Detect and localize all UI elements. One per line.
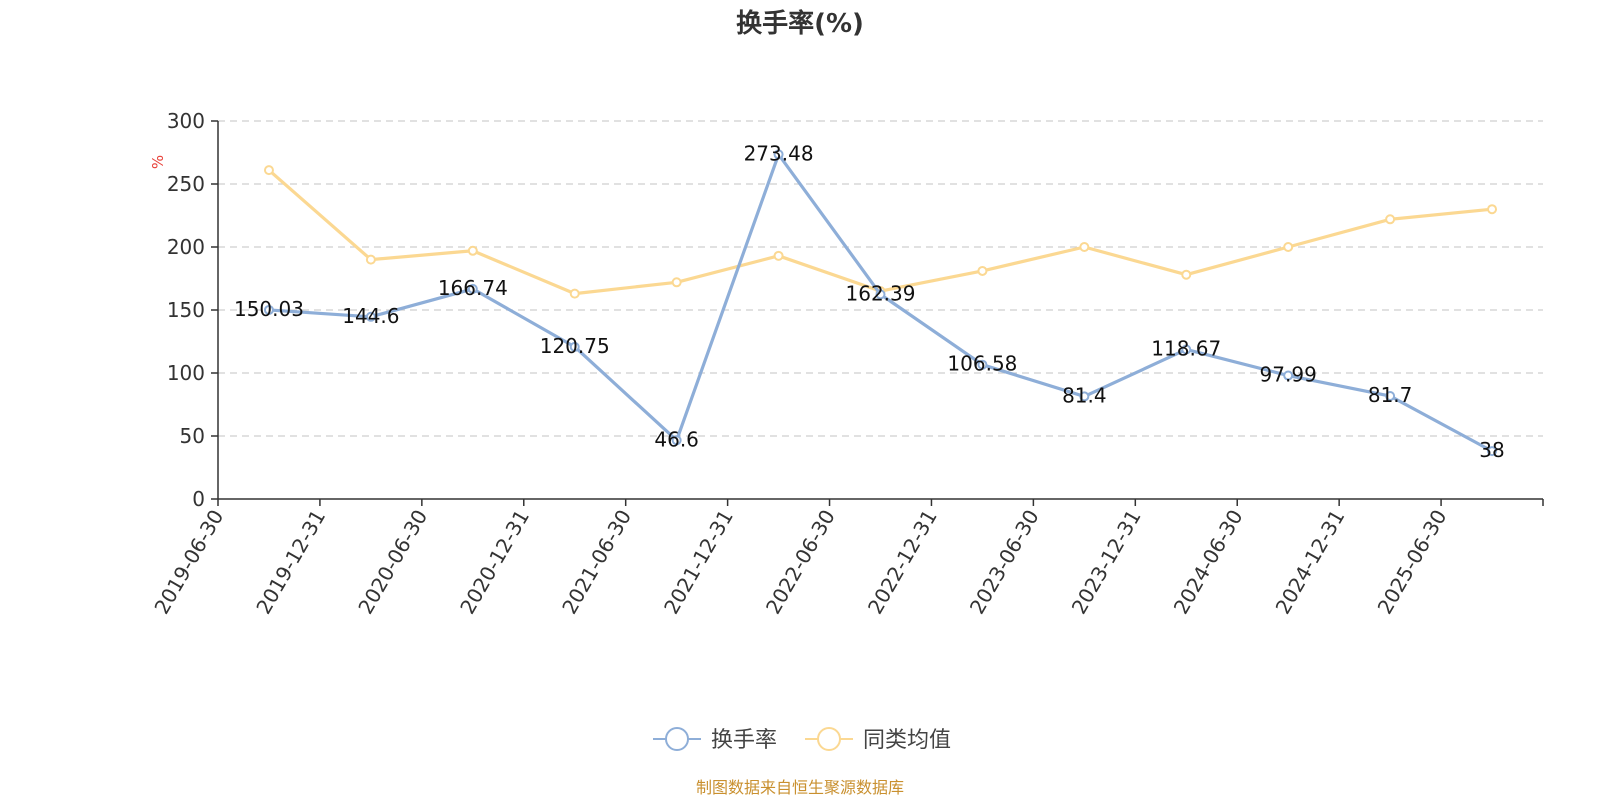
- x-tick-label: 2019-12-31: [251, 506, 330, 619]
- data-point[interactable]: [1283, 242, 1294, 252]
- data-point[interactable]: [1385, 391, 1396, 402]
- data-label: 81.7: [1368, 383, 1413, 407]
- legend-marker: [665, 727, 689, 751]
- data-label: 46.6: [654, 427, 699, 451]
- y-tick-label: 200: [167, 235, 205, 259]
- data-label: 144.6: [342, 304, 399, 328]
- legend-label: 换手率: [711, 728, 777, 753]
- data-point[interactable]: [365, 311, 376, 322]
- data-point[interactable]: [569, 341, 580, 352]
- x-tick-label: 2023-06-30: [965, 506, 1044, 619]
- data-point[interactable]: [1283, 370, 1294, 381]
- x-tick-label: 2022-12-31: [863, 506, 942, 619]
- data-point[interactable]: [1487, 204, 1498, 215]
- data-point[interactable]: [773, 250, 784, 261]
- x-tick-label: 2024-12-31: [1271, 506, 1350, 619]
- y-tick-label: 250: [167, 172, 205, 196]
- data-point[interactable]: [671, 435, 682, 446]
- data-point[interactable]: [671, 277, 682, 288]
- legend[interactable]: 换手率 同类均值: [653, 727, 951, 753]
- chart-title: 换手率(%): [736, 8, 864, 39]
- series-layer: [263, 149, 1498, 457]
- y-axis-ticks: 0 50 100 150 200 250 300: [167, 109, 218, 511]
- y-axis-unit: %: [149, 155, 167, 169]
- data-label: 166.74: [438, 276, 508, 300]
- y-tick-label: 0: [192, 487, 205, 511]
- data-point[interactable]: [875, 289, 886, 300]
- legend-item[interactable]: 同类均值: [805, 727, 951, 753]
- data-point[interactable]: [977, 359, 988, 370]
- x-tick-label: 2020-06-30: [353, 506, 432, 619]
- x-tick-label: 2025-06-30: [1373, 506, 1452, 619]
- legend-item[interactable]: 换手率: [653, 727, 777, 753]
- grid: [218, 120, 1543, 437]
- data-label: 273.48: [744, 141, 814, 165]
- data-point[interactable]: [773, 149, 784, 160]
- data-point[interactable]: [569, 288, 580, 299]
- y-tick-label: 100: [167, 361, 205, 385]
- data-label: 106.58: [947, 352, 1017, 376]
- data-labels: 150.03 144.6 166.74 120.75 46.6 273.48 162.39 1…: [234, 141, 1505, 462]
- series-turnover: [263, 149, 1498, 457]
- data-label: 97.99: [1260, 363, 1317, 387]
- data-point[interactable]: [977, 265, 988, 276]
- data-point[interactable]: [263, 165, 274, 176]
- data-point[interactable]: [467, 283, 478, 294]
- x-tick-label: 2021-06-30: [557, 506, 636, 619]
- legend-marker: [817, 727, 841, 751]
- data-point[interactable]: [1079, 242, 1090, 252]
- data-point[interactable]: [1487, 446, 1498, 457]
- data-label: 150.03: [234, 297, 304, 321]
- data-label: 162.39: [846, 281, 916, 305]
- data-point[interactable]: [467, 245, 478, 256]
- x-tick-label: 2021-12-31: [659, 506, 738, 619]
- data-point[interactable]: [1079, 391, 1090, 402]
- x-tick-label: 2023-12-31: [1067, 506, 1146, 619]
- data-label: 38: [1479, 438, 1504, 462]
- data-point[interactable]: [263, 304, 274, 315]
- y-tick-label: 50: [180, 424, 205, 448]
- data-point[interactable]: [1385, 214, 1396, 225]
- data-label: 120.75: [540, 334, 610, 358]
- x-tick-label: 2022-06-30: [761, 506, 840, 619]
- source-note: 制图数据来自恒生聚源数据库: [696, 778, 904, 797]
- data-point[interactable]: [1181, 269, 1192, 280]
- legend-label: 同类均值: [863, 728, 951, 753]
- y-tick-label: 300: [167, 109, 205, 133]
- x-axis-ticks: 2019-06-30 2019-12-31 2020-06-30 2020-12-31…: [149, 499, 1544, 619]
- data-point[interactable]: [1181, 344, 1192, 355]
- x-tick-label: 2019-06-30: [149, 506, 228, 619]
- data-label: 118.67: [1151, 336, 1221, 360]
- y-tick-label: 150: [167, 298, 205, 322]
- data-label: 81.4: [1062, 383, 1107, 407]
- x-tick-label: 2024-06-30: [1169, 506, 1248, 619]
- data-point[interactable]: [365, 254, 376, 265]
- x-tick-label: 2020-12-31: [455, 506, 534, 619]
